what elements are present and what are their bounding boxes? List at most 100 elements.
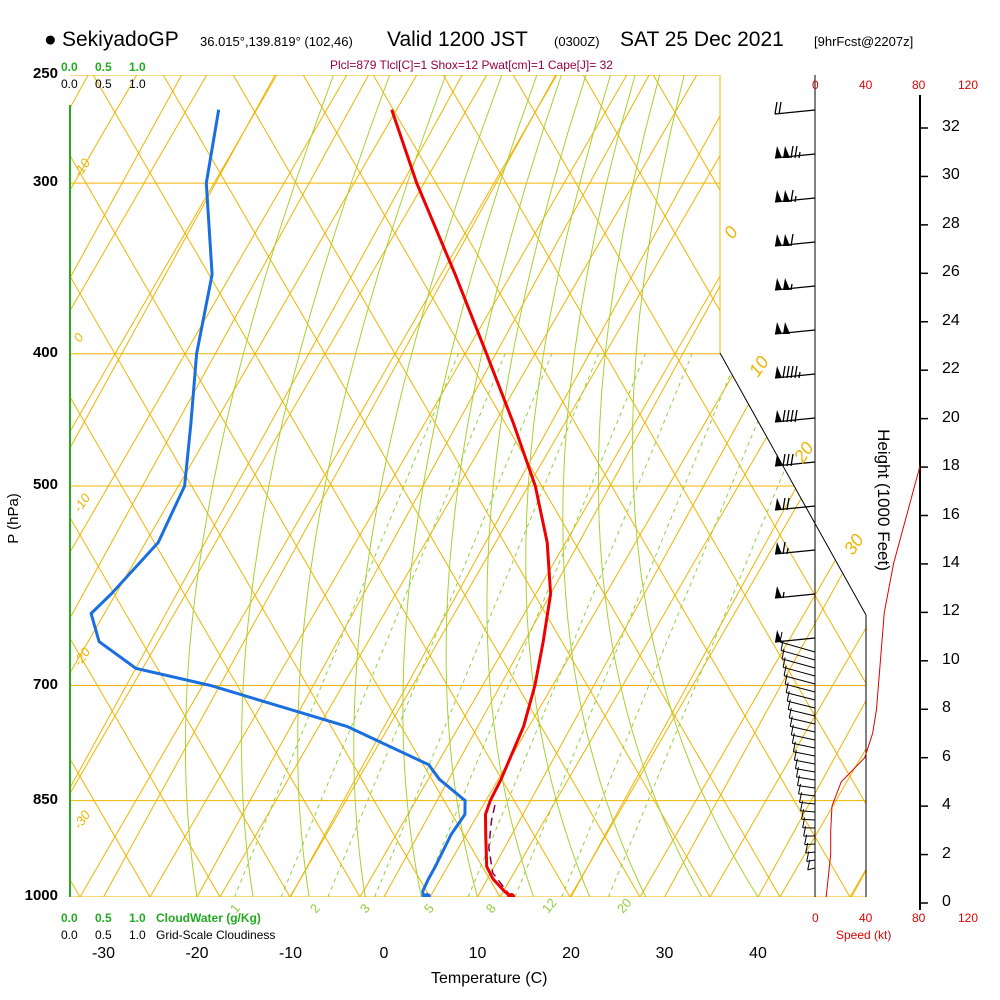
isotherm--60 xyxy=(70,75,276,449)
dry-adiabat-label: 0 xyxy=(720,223,742,243)
wind-barb-low xyxy=(780,640,816,661)
barb-flag xyxy=(788,707,792,719)
cloudiness-tick-top-2: 1.0 xyxy=(129,77,146,91)
dry-adiabat xyxy=(70,75,418,674)
cloudwater-tick-top-2: 1.0 xyxy=(129,60,146,74)
dry-adiabat xyxy=(499,516,720,897)
cloudiness-tick-bottom-0: 0.0 xyxy=(61,928,78,942)
barb-staff xyxy=(794,759,816,765)
barb-pennant xyxy=(775,234,782,246)
dry-adiabat xyxy=(720,353,851,897)
dry-adiabat xyxy=(933,75,1000,897)
height-tick-label: 10 xyxy=(942,650,960,668)
speed-tick-bottom-40: 40 xyxy=(859,911,873,925)
isotherm-60 xyxy=(945,75,1000,897)
pressure-tick-label: 250 xyxy=(32,65,58,82)
wind-barb xyxy=(774,453,816,467)
barb-pennant xyxy=(775,146,782,158)
wind-barbs xyxy=(774,101,816,897)
height-tick-label: 22 xyxy=(942,360,960,378)
wind-barb-low xyxy=(789,716,816,733)
height-tick-label: 16 xyxy=(942,505,960,523)
temperature-tick-label: 40 xyxy=(749,945,767,962)
cloudwater-label: CloudWater (g/Kg) xyxy=(156,911,261,925)
dry-adiabat xyxy=(70,75,488,795)
dry-adiabat xyxy=(70,516,291,897)
wind-speed-curve xyxy=(825,463,920,897)
dry-adiabat-label: -10 xyxy=(70,155,94,180)
height-tick-label: 6 xyxy=(942,747,951,765)
barb-staff xyxy=(780,649,816,661)
dry-adiabat-label: 0 xyxy=(70,330,87,345)
barb-flag xyxy=(786,690,790,702)
pressure-tick-label: 500 xyxy=(32,476,58,493)
cloudiness-tick-bottom-1: 0.5 xyxy=(95,928,112,942)
dry-adiabat xyxy=(70,396,361,897)
isotherm--70 xyxy=(70,75,183,279)
barb-staff xyxy=(782,666,816,677)
wind-barb-low xyxy=(782,657,816,677)
wind-barb xyxy=(774,101,816,115)
barb-staff xyxy=(805,851,816,854)
mixing-ratio-label: 5 xyxy=(421,901,437,916)
barb-flag xyxy=(782,453,786,467)
height-tick-label: 18 xyxy=(942,457,960,475)
dry-adiabat xyxy=(920,75,1000,897)
moist-adiabat xyxy=(241,75,391,897)
barb-flag xyxy=(792,741,796,752)
dry-adiabat xyxy=(70,275,431,897)
dewpoint-line xyxy=(89,109,467,897)
cloudwater-tick-bottom-2: 1.0 xyxy=(129,911,146,925)
barb-flag xyxy=(790,145,794,159)
barb-flag xyxy=(786,365,790,379)
barb-half xyxy=(798,371,801,379)
height-tick-label: 24 xyxy=(942,311,960,329)
temperature-tick-label: 0 xyxy=(379,945,389,962)
barb-flag xyxy=(794,409,798,423)
temperature-tick-label: -30 xyxy=(91,945,116,962)
dry-adiabat xyxy=(792,353,866,897)
speed-axis-label: Speed (kt) xyxy=(836,928,892,942)
dry-adiabat xyxy=(569,637,720,897)
moist-adiabat xyxy=(297,75,447,897)
barb-flag xyxy=(786,409,790,423)
height-tick-label: 12 xyxy=(942,602,960,620)
speed-tick-bottom-120: 120 xyxy=(958,911,979,925)
wind-barb-low xyxy=(784,674,816,693)
wind-barb-low xyxy=(779,631,816,653)
cloudwater-tick-top-0: 0.0 xyxy=(61,60,78,74)
dry-adiabat xyxy=(990,75,1000,897)
height-tick-label: 14 xyxy=(942,553,960,571)
pressure-tick-label: 1000 xyxy=(24,887,58,904)
temperature-tick-label: 20 xyxy=(562,945,580,962)
barb-flag xyxy=(793,750,797,761)
moist-adiabat xyxy=(353,75,503,897)
isotherm-30 xyxy=(720,353,866,897)
barb-half xyxy=(782,591,785,599)
barb-pennant xyxy=(783,146,790,158)
barb-flag xyxy=(791,733,795,744)
mixing-ratio-line xyxy=(514,398,720,897)
wind-barb-low xyxy=(793,750,816,765)
wind-barb xyxy=(774,541,816,555)
moist-adiabat xyxy=(184,75,334,897)
cloudwater-tick-bottom-1: 0.5 xyxy=(95,911,112,925)
barb-flag xyxy=(782,657,786,668)
height-tick-label: 20 xyxy=(942,408,960,426)
parcel-path xyxy=(488,800,512,897)
barb-pennant xyxy=(783,234,790,246)
speed-tick-top-40: 40 xyxy=(859,78,873,92)
speed-tick-top-80: 80 xyxy=(912,78,926,92)
isotherm--40 xyxy=(70,75,463,789)
barb-flag xyxy=(790,365,794,379)
utc-time: (0300Z) xyxy=(554,34,600,49)
dry-adiabat xyxy=(79,75,558,897)
wind-barb xyxy=(774,278,816,291)
mixing-ratio-line xyxy=(327,353,553,897)
barb-flag xyxy=(803,826,807,837)
barb-flag xyxy=(794,365,798,379)
wind-barb xyxy=(774,145,816,159)
surface-temperature-dot xyxy=(507,893,516,897)
mixing-ratio-line xyxy=(280,353,506,897)
barb-staff xyxy=(783,675,816,685)
